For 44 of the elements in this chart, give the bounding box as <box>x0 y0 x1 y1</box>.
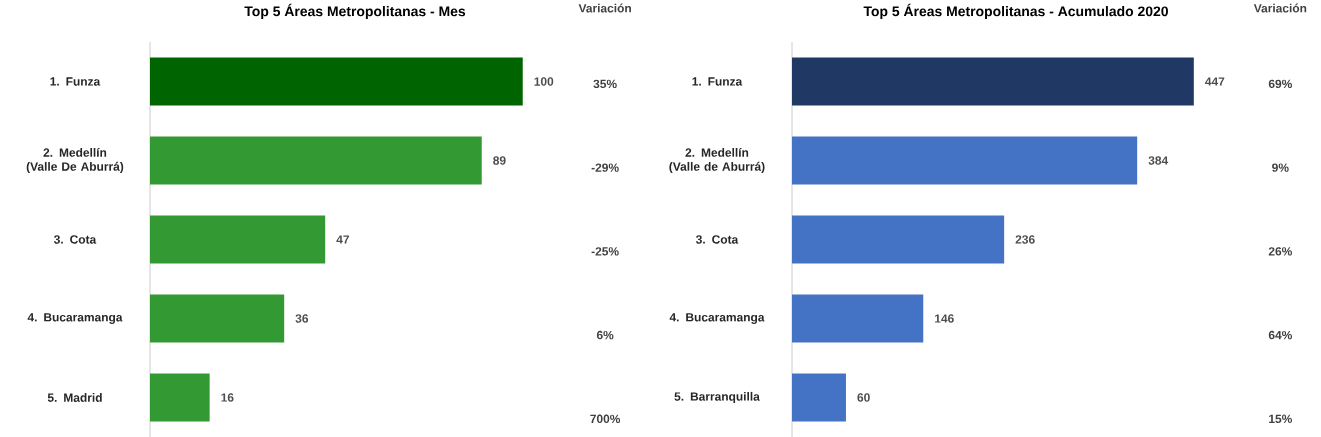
y-tick-label: 5. Madrid <box>47 393 102 402</box>
data-label: 60 <box>857 393 870 402</box>
data-label: 16 <box>221 393 234 402</box>
text: -29% <box>591 163 619 172</box>
data-label: 384 <box>1148 156 1169 165</box>
text: 700% <box>590 414 621 424</box>
bar <box>150 215 326 264</box>
y-tick-label: 5. Barranquilla <box>674 391 760 404</box>
data-label: 236 <box>1015 235 1035 244</box>
text: 26% <box>1268 247 1292 256</box>
text: 6% <box>596 330 614 340</box>
y-tick-label: 3. Cota <box>695 235 739 244</box>
bar <box>150 136 482 185</box>
y-tick-label: 2. Medellín (Valle de Aburrá) <box>669 147 765 174</box>
bar <box>792 57 1194 106</box>
y-tick-label: 1. Funza <box>692 77 743 86</box>
text: Variación <box>1253 3 1307 13</box>
text: 69% <box>1268 79 1292 89</box>
y-tick-label: 3. Cota <box>53 235 97 244</box>
data-label: 100 <box>534 77 554 86</box>
text: 35% <box>593 79 617 89</box>
text: 15% <box>1269 414 1292 424</box>
chart-title: Top 5 Áreas Metropolitanas - Acumulado 2020 <box>863 3 1168 20</box>
text: -25% <box>591 247 619 256</box>
bar <box>792 294 924 343</box>
data-label: 89 <box>493 156 506 165</box>
y-tick-label: 4. Bucaramanga <box>27 313 123 324</box>
bar <box>150 57 523 106</box>
data-label: 447 <box>1205 77 1225 86</box>
y-tick-label: 2. Medellín (Valle De Aburrá) <box>26 147 124 174</box>
text: Variación <box>578 3 631 13</box>
data-label: 146 <box>935 314 954 323</box>
data-label: 36 <box>295 314 309 323</box>
chart-title: Top 5 Áreas Metropolitanas - Mes <box>244 3 466 20</box>
bar <box>150 373 210 422</box>
bar <box>150 294 285 343</box>
y-tick-label: 1. Funza <box>50 77 101 86</box>
text: 9% <box>1272 163 1289 172</box>
bar <box>792 136 1138 185</box>
text: 64% <box>1268 330 1292 340</box>
bar <box>792 373 846 422</box>
data-label: 47 <box>336 235 349 244</box>
bar <box>792 215 1005 264</box>
y-tick-label: 4. Bucaramanga <box>669 313 765 324</box>
